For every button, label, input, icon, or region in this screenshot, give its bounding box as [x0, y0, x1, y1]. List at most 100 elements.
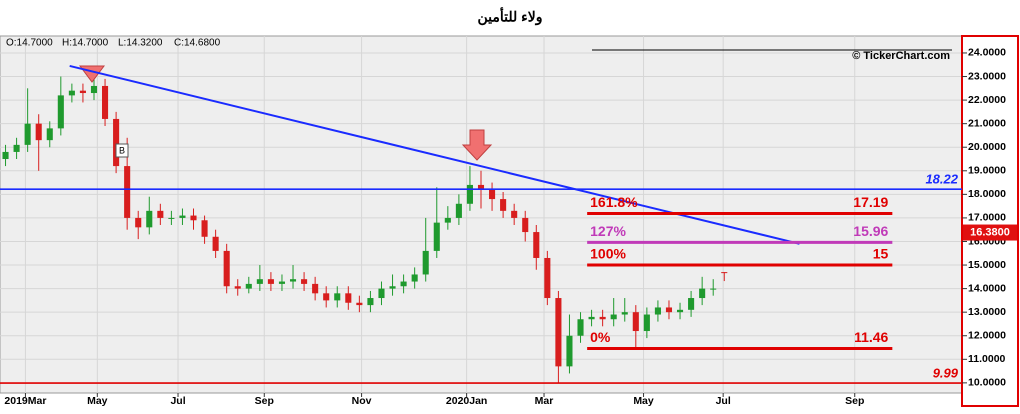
candle-body [411, 274, 418, 282]
candle-body [433, 222, 440, 251]
candle-body [500, 199, 507, 211]
candle-body [278, 281, 286, 284]
y-tick-label: 23.0000 [968, 70, 1006, 82]
candle-body [610, 314, 617, 320]
x-tick-label: 2019Mar [4, 395, 46, 407]
candle-body [378, 288, 385, 299]
candle-body [688, 298, 695, 310]
candle-body [146, 210, 153, 228]
candle-body [511, 210, 518, 218]
candle-body [643, 314, 650, 332]
candle-body [632, 312, 639, 332]
info-high: H:14.7000 [62, 38, 109, 49]
last-price-label: 16.3800 [970, 226, 1010, 238]
candle-body [267, 279, 274, 284]
peak-arrow [461, 129, 493, 161]
chart-title: ولاء للتأمين [478, 7, 543, 26]
candle-body [102, 85, 109, 119]
candle-body [400, 281, 407, 287]
candle-body [422, 250, 429, 275]
candle-body [90, 85, 98, 94]
fib-value: 15 [873, 246, 889, 262]
candle-body [256, 279, 263, 284]
y-tick-label: 11.0000 [968, 353, 1006, 365]
candle-body [157, 210, 164, 218]
candle-body [135, 217, 142, 228]
candle-body [466, 184, 473, 204]
y-tick-label: 15.0000 [968, 259, 1006, 271]
candle-body [676, 309, 684, 313]
x-tick-label: Mar [535, 395, 554, 407]
y-tick-label: 14.0000 [968, 282, 1006, 294]
candle-body [234, 286, 241, 289]
candle-body [13, 144, 20, 152]
x-tick-label: May [87, 395, 108, 407]
y-tick-label: 20.0000 [968, 141, 1006, 153]
candle-body [665, 307, 673, 313]
candle-body [566, 335, 573, 367]
candle-body [444, 217, 451, 223]
fib-value: 15.96 [853, 223, 888, 239]
candle-body [68, 90, 75, 96]
x-tick-label: Sep [255, 395, 274, 407]
marker-label: B [119, 145, 125, 155]
candle-body [79, 90, 86, 94]
fib-name: 161.8% [590, 194, 638, 210]
candle-body [710, 288, 717, 290]
candle-body [389, 286, 396, 289]
last-price-box [963, 224, 1017, 241]
x-tick-label: 2020Jan [446, 395, 487, 407]
candle-body [555, 298, 562, 367]
y-tick-label: 18.0000 [968, 188, 1006, 200]
fib-value: 11.46 [854, 329, 888, 345]
marker-box [115, 143, 129, 158]
candle-body [201, 220, 208, 237]
candle-body [477, 184, 485, 190]
price-axis [961, 35, 1019, 407]
horizontal-line-label: 9.99 [933, 366, 959, 381]
candle-body [301, 279, 308, 284]
fib-value: 17.19 [853, 194, 888, 210]
candle-body [544, 257, 551, 299]
candle-body [334, 293, 341, 301]
y-tick-label: 22.0000 [968, 94, 1006, 106]
candle-body [699, 288, 706, 299]
candle-body [577, 319, 584, 336]
y-tick-label: 24.0000 [968, 47, 1006, 59]
candle-body [168, 217, 175, 219]
candle-body [179, 215, 186, 218]
candle-body [57, 95, 64, 129]
title-bar [0, 0, 1020, 36]
x-tick-label: Jul [170, 395, 185, 407]
candle-body [588, 316, 595, 320]
candle-body [24, 123, 31, 145]
y-tick-label: 12.0000 [968, 330, 1006, 342]
candle-body [455, 203, 462, 218]
candle-body [345, 293, 352, 303]
candle-body [522, 217, 529, 233]
candle-body [245, 283, 252, 289]
candle-body [289, 279, 297, 282]
y-tick-label: 21.0000 [968, 117, 1006, 129]
candle-body [323, 293, 330, 301]
y-tick-label: 17.0000 [968, 212, 1006, 224]
horizontal-line-label: 18.22 [925, 172, 958, 187]
y-tick-label: 13.0000 [968, 306, 1006, 318]
candle-body [190, 215, 197, 221]
fib-name: 127% [590, 223, 626, 239]
fib-name: 100% [590, 246, 626, 262]
candle-body [621, 312, 628, 315]
candle-body [654, 307, 661, 315]
candle-body [46, 128, 53, 141]
y-tick-label: 19.0000 [968, 165, 1006, 177]
x-tick-label: May [633, 395, 654, 407]
candle-body [212, 236, 219, 251]
candle-body [113, 118, 120, 167]
candle-body [2, 151, 9, 160]
candle-body [721, 272, 728, 274]
fib-name: 0% [590, 329, 611, 345]
info-low: L:14.3200 [118, 38, 163, 49]
x-tick-label: Jul [716, 395, 731, 407]
candle-body [356, 302, 363, 306]
